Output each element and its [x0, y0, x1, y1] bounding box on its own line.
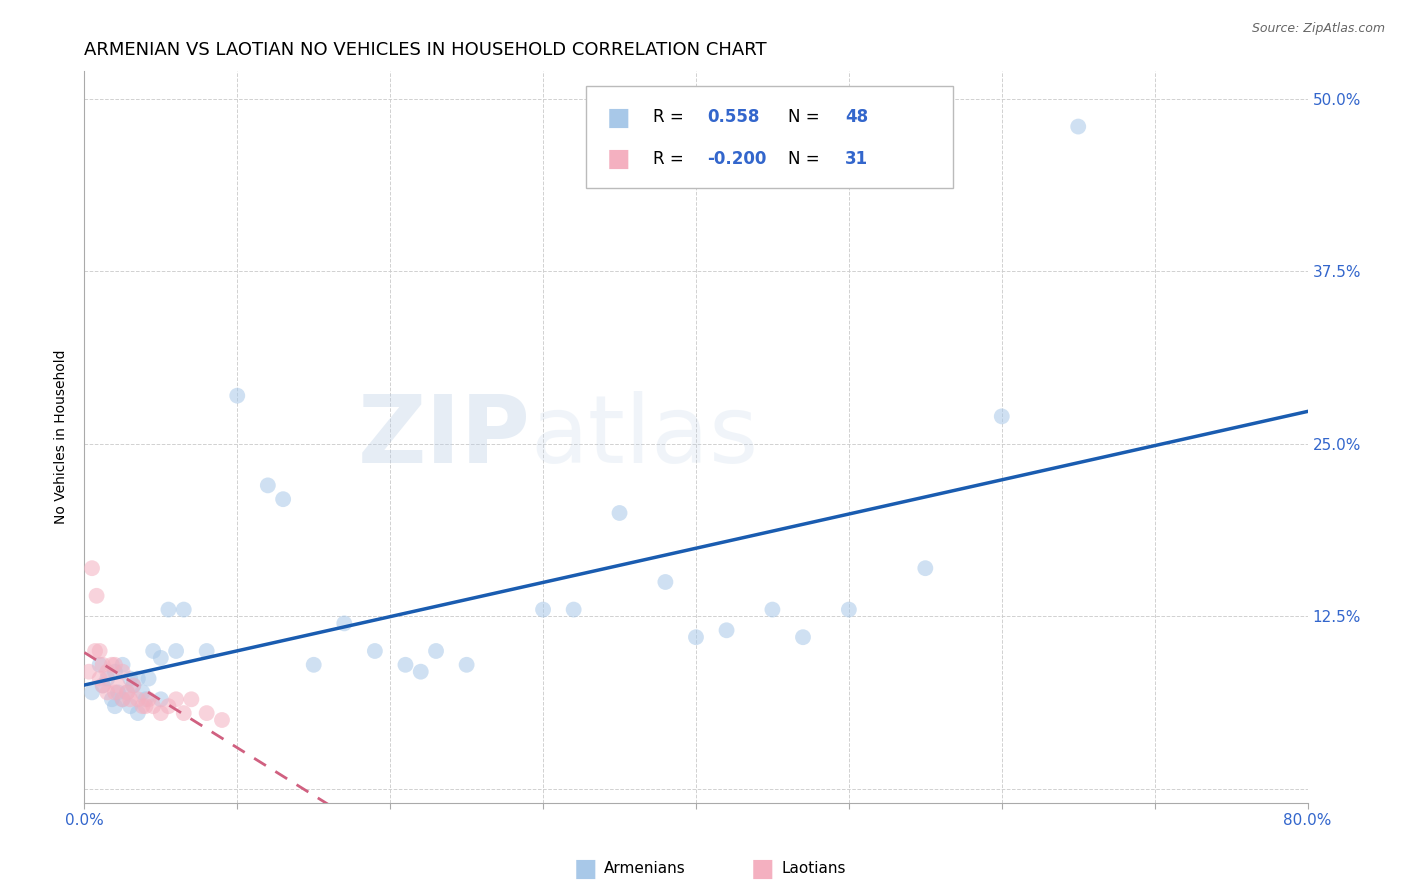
Point — [127, 672, 149, 686]
Text: ARMENIAN VS LAOTIAN NO VEHICLES IN HOUSEHOLD CORRELATION CHART: ARMENIAN VS LAOTIAN NO VEHICLES IN HOUSE… — [84, 41, 768, 59]
Point — [838, 602, 860, 616]
Point — [685, 630, 707, 644]
Point — [80, 561, 103, 575]
Point — [127, 692, 149, 706]
Point — [131, 685, 153, 699]
Point — [91, 678, 114, 692]
Point — [138, 672, 160, 686]
Point — [149, 692, 172, 706]
Text: N =: N = — [787, 109, 824, 127]
Point — [122, 678, 145, 692]
Point — [211, 713, 233, 727]
Point — [173, 706, 195, 720]
Point — [111, 665, 134, 679]
Point — [142, 644, 165, 658]
Point — [716, 624, 738, 638]
Point — [142, 699, 165, 714]
Point — [149, 706, 172, 720]
Point — [104, 657, 127, 672]
Point — [138, 692, 160, 706]
Point — [180, 692, 202, 706]
Text: atlas: atlas — [531, 391, 759, 483]
Point — [96, 685, 118, 699]
Point — [165, 644, 187, 658]
Point — [165, 692, 187, 706]
Point — [333, 616, 356, 631]
Point — [104, 685, 127, 699]
Point — [104, 665, 127, 679]
Text: N =: N = — [787, 150, 824, 168]
Point — [96, 665, 118, 679]
Point — [654, 574, 676, 589]
Point — [226, 389, 249, 403]
Point — [157, 602, 180, 616]
Point — [104, 699, 127, 714]
Text: 31: 31 — [845, 150, 869, 168]
Point — [115, 685, 138, 699]
Point — [409, 665, 432, 679]
Point — [89, 672, 111, 686]
Point — [364, 644, 387, 658]
Text: ■: ■ — [751, 856, 775, 880]
Point — [195, 644, 218, 658]
Point — [86, 589, 108, 603]
Point — [89, 657, 111, 672]
Point — [84, 644, 107, 658]
Point — [80, 685, 103, 699]
Point — [107, 685, 129, 699]
Text: 48: 48 — [845, 109, 869, 127]
Text: 0.558: 0.558 — [707, 109, 759, 127]
Point — [120, 672, 142, 686]
Point — [531, 602, 554, 616]
FancyBboxPatch shape — [586, 86, 953, 188]
Text: ■: ■ — [606, 147, 630, 171]
Point — [195, 706, 218, 720]
Y-axis label: No Vehicles in Household: No Vehicles in Household — [55, 350, 69, 524]
Point — [101, 692, 124, 706]
Point — [135, 692, 157, 706]
Point — [111, 692, 134, 706]
Text: Armenians: Armenians — [605, 861, 686, 876]
Point — [89, 644, 111, 658]
Point — [257, 478, 280, 492]
Point — [122, 678, 145, 692]
Point — [609, 506, 631, 520]
Point — [77, 665, 100, 679]
Point — [131, 699, 153, 714]
Point — [107, 678, 129, 692]
Point — [562, 602, 585, 616]
Point — [111, 692, 134, 706]
Point — [135, 699, 157, 714]
Point — [425, 644, 447, 658]
Text: -0.200: -0.200 — [707, 150, 766, 168]
Point — [761, 602, 783, 616]
Text: ZIP: ZIP — [359, 391, 531, 483]
Point — [115, 685, 138, 699]
Point — [91, 657, 114, 672]
Point — [111, 657, 134, 672]
Point — [101, 657, 124, 672]
Point — [120, 692, 142, 706]
Point — [302, 657, 325, 672]
Point — [157, 699, 180, 714]
Text: R =: R = — [654, 109, 689, 127]
Text: R =: R = — [654, 150, 689, 168]
Point — [91, 678, 114, 692]
Point — [120, 699, 142, 714]
Text: Laotians: Laotians — [782, 861, 846, 876]
Point — [792, 630, 814, 644]
Point — [149, 651, 172, 665]
Point — [914, 561, 936, 575]
Text: ■: ■ — [606, 105, 630, 129]
Point — [1067, 120, 1090, 134]
Point — [173, 602, 195, 616]
Point — [394, 657, 416, 672]
Point — [96, 672, 118, 686]
Point — [127, 706, 149, 720]
Point — [271, 492, 294, 507]
Point — [456, 657, 478, 672]
Text: ■: ■ — [574, 856, 598, 880]
Point — [991, 409, 1014, 424]
Text: Source: ZipAtlas.com: Source: ZipAtlas.com — [1251, 22, 1385, 36]
